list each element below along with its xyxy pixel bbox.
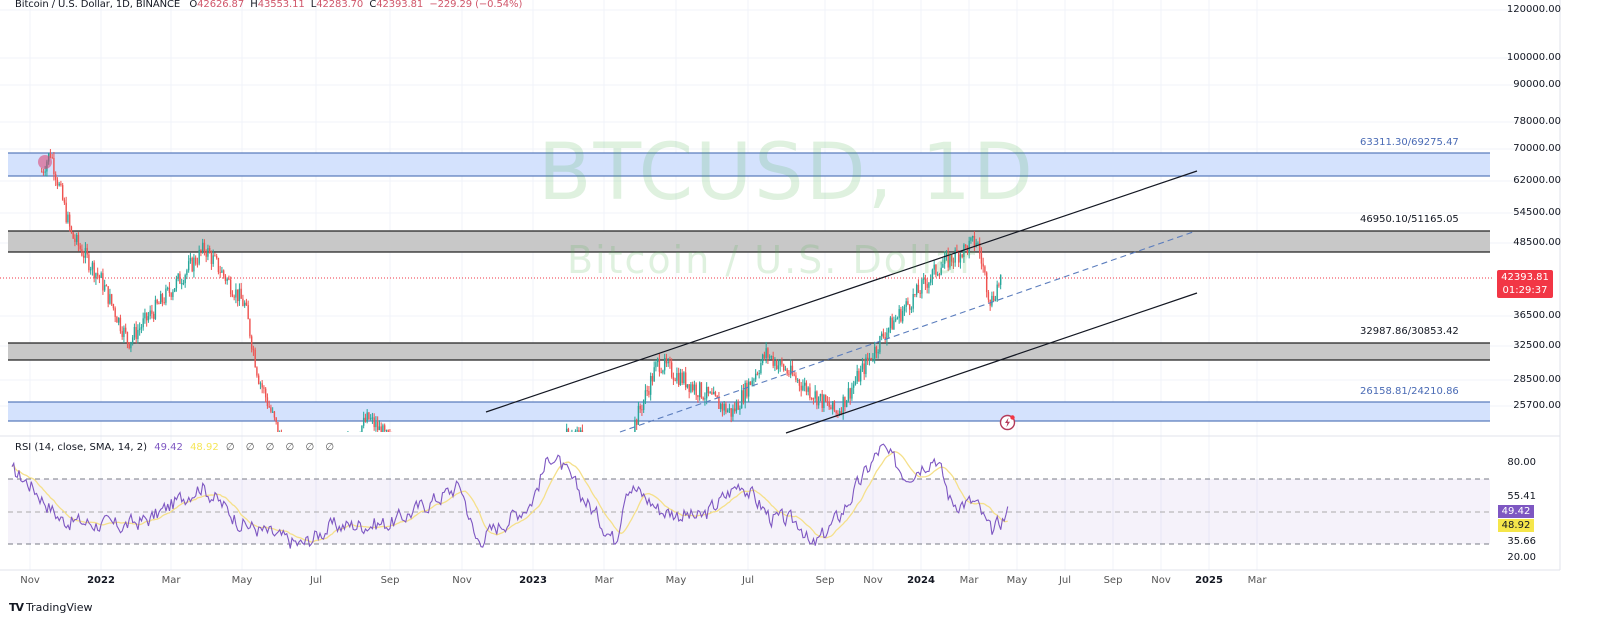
- time-axis-label: Sep: [1103, 575, 1123, 586]
- price-axis-label: 32500.00: [1513, 340, 1561, 351]
- time-axis-label: May: [665, 575, 687, 586]
- lightning-alert-icon[interactable]: [999, 414, 1016, 431]
- time-axis-label: 2025: [1195, 575, 1223, 586]
- price-axis-label: 78000.00: [1513, 116, 1561, 127]
- rsi-axis-label: 55.41: [1507, 491, 1536, 502]
- rsi-axis-label: 80.00: [1507, 457, 1536, 468]
- close-label: C: [369, 0, 377, 10]
- time-axis-label: Nov: [1151, 575, 1171, 586]
- change-value: −229.29 (−0.54%): [429, 0, 523, 10]
- time-axis-label: Mar: [959, 575, 979, 586]
- open-label: O: [189, 0, 198, 10]
- time-axis-label: May: [1006, 575, 1028, 586]
- rsi-value-tag: 49.42: [1498, 505, 1534, 518]
- open-value: 42626.87: [197, 0, 245, 10]
- brand-name: TradingView: [26, 601, 93, 614]
- low-value: 42283.70: [316, 0, 364, 10]
- all-time-high-marker[interactable]: [38, 155, 52, 169]
- rsi-axis-label: 20.00: [1507, 552, 1536, 563]
- zone-0[interactable]: [8, 153, 1490, 176]
- last-price-value: 42393.81: [1501, 272, 1549, 283]
- rsi-legend[interactable]: RSI (14, close, SMA, 14, 2) 49.42 48.92 …: [15, 442, 338, 453]
- time-axis-label: 2022: [87, 575, 115, 586]
- rsi-line: [11, 443, 1009, 549]
- price-axis-label: 62000.00: [1513, 175, 1561, 186]
- price-axis-label: 70000.00: [1513, 143, 1561, 154]
- price-axis-label: 25700.00: [1513, 400, 1561, 411]
- time-axis-label: May: [231, 575, 253, 586]
- time-axis-label: Sep: [815, 575, 835, 586]
- channel-lower-line[interactable]: [785, 292, 1198, 434]
- price-axis-label: 48500.00: [1513, 237, 1561, 248]
- high-label: H: [250, 0, 258, 10]
- zone-label: 26158.81/24210.86: [1360, 386, 1459, 397]
- rsi-axis-label: 35.66: [1507, 536, 1536, 547]
- time-axis-label: Nov: [20, 575, 40, 586]
- close-value: 42393.81: [376, 0, 424, 10]
- low-label: L: [310, 0, 317, 10]
- price-axis-label: 90000.00: [1513, 79, 1561, 90]
- rsi-sma-line: [11, 450, 1008, 543]
- time-axis-label: Nov: [452, 575, 472, 586]
- tradingview-brand[interactable]: TV TradingView: [9, 601, 93, 614]
- price-axis-label: 36500.00: [1513, 310, 1561, 321]
- price-axis-label: 100000.00: [1506, 52, 1561, 63]
- zone-2[interactable]: [8, 343, 1490, 360]
- candles[interactable]: [40, 149, 1002, 432]
- time-axis-label: Mar: [1247, 575, 1267, 586]
- tradingview-logo-icon: TV: [9, 601, 24, 614]
- zone-label: 46950.10/51165.05: [1360, 214, 1459, 225]
- symbol-description[interactable]: Bitcoin / U.S. Dollar, 1D, BINANCE: [15, 0, 181, 10]
- time-axis-label: Nov: [863, 575, 883, 586]
- zone-1[interactable]: [8, 231, 1490, 252]
- rsi-value: 49.42: [154, 442, 183, 453]
- time-axis-label: Mar: [594, 575, 614, 586]
- rsi-extra-values: ∅ ∅ ∅ ∅ ∅ ∅: [225, 442, 339, 453]
- rsi-title[interactable]: RSI (14, close, SMA, 14, 2): [15, 442, 148, 453]
- bar-countdown: 01:29:37: [1502, 285, 1548, 296]
- zone-label: 32987.86/30853.42: [1360, 326, 1459, 337]
- time-axis-label: Jul: [1058, 575, 1072, 586]
- channel-upper-line[interactable]: [485, 170, 1198, 413]
- symbol-legend[interactable]: Bitcoin / U.S. Dollar, 1D, BINANCE O4262…: [15, 0, 522, 10]
- time-axis-label: Jul: [309, 575, 323, 586]
- rsi-sma-value-tag: 48.92: [1498, 519, 1534, 532]
- price-axis-label: 120000.00: [1506, 4, 1561, 15]
- time-axis-label: 2023: [519, 575, 547, 586]
- zone-3[interactable]: [8, 402, 1490, 421]
- price-axis-label: 28500.00: [1513, 374, 1561, 385]
- high-value: 43553.11: [257, 0, 305, 10]
- rsi-sma-value: 48.92: [190, 442, 219, 453]
- last-price-tag: 42393.81 01:29:37: [1497, 270, 1553, 298]
- price-axis-label: 54500.00: [1513, 207, 1561, 218]
- time-axis-label: Sep: [380, 575, 400, 586]
- time-axis-label: 2024: [907, 575, 935, 586]
- channel-mid-line[interactable]: [619, 231, 1194, 433]
- description-watermark: Bitcoin / U.S. Dollar: [567, 238, 977, 282]
- zone-label: 63311.30/69275.47: [1360, 137, 1459, 148]
- time-axis-label: Mar: [161, 575, 181, 586]
- time-axis-label: Jul: [741, 575, 755, 586]
- symbol-watermark: BTCUSD, 1D: [538, 128, 1035, 218]
